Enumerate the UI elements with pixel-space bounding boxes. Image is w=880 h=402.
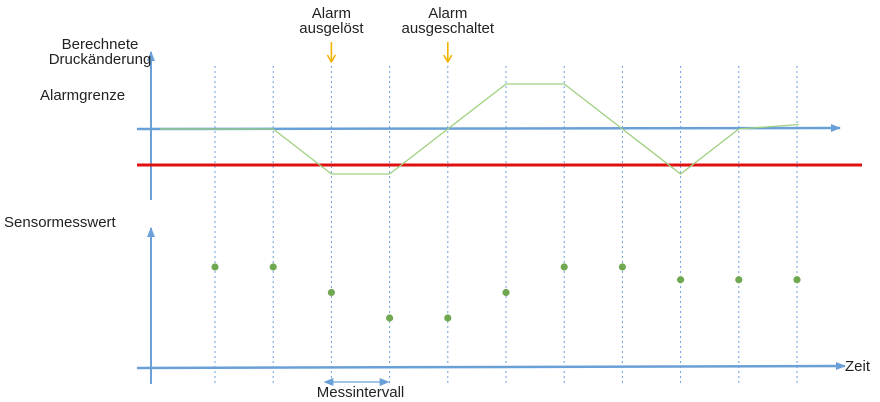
sensor-point-11	[793, 276, 801, 284]
alarm-triggered-label-line1: Alarm	[311, 5, 351, 22]
upper-y-axis-label: Berechnete Druckänderung	[30, 37, 170, 67]
measurement-interval-label: Messintervall	[316, 384, 405, 401]
alarm-triggered-label-line2: ausgelöst	[299, 20, 364, 37]
alarm-off-label-line1: Alarm	[428, 5, 468, 22]
sensor-point-4	[386, 314, 394, 322]
x-axis-label: Zeit	[845, 358, 871, 375]
alarm-off-label: Alarm ausgeschaltet	[378, 6, 518, 36]
lower-x-axis	[136, 362, 846, 371]
sensor-point-7	[560, 263, 568, 271]
sensor-point-8	[618, 263, 627, 271]
upper-y-axis-label-line1: Berechnete	[61, 36, 139, 53]
alarm-off-label-line2: ausgeschaltet	[401, 20, 495, 37]
sensor-points	[211, 263, 801, 322]
sensor-point-9	[677, 276, 685, 284]
sensor-point-6	[502, 288, 510, 297]
time-gridlines	[214, 66, 798, 383]
alarm-triggered-label: Alarm ausgelöst	[271, 6, 391, 36]
pressure-change-curve	[160, 83, 800, 175]
sensor-point-5	[444, 314, 452, 322]
lower-y-axis-label: Sensormesswert	[4, 214, 116, 231]
alarm-limit-label: Alarmgrenze	[40, 87, 126, 104]
sensor-point-10	[735, 276, 743, 284]
sensor-point-1	[211, 263, 219, 271]
upper-y-axis-label-line2: Druckänderung	[48, 51, 152, 68]
sensor-point-2	[269, 263, 277, 271]
sensor-point-3	[327, 288, 335, 297]
